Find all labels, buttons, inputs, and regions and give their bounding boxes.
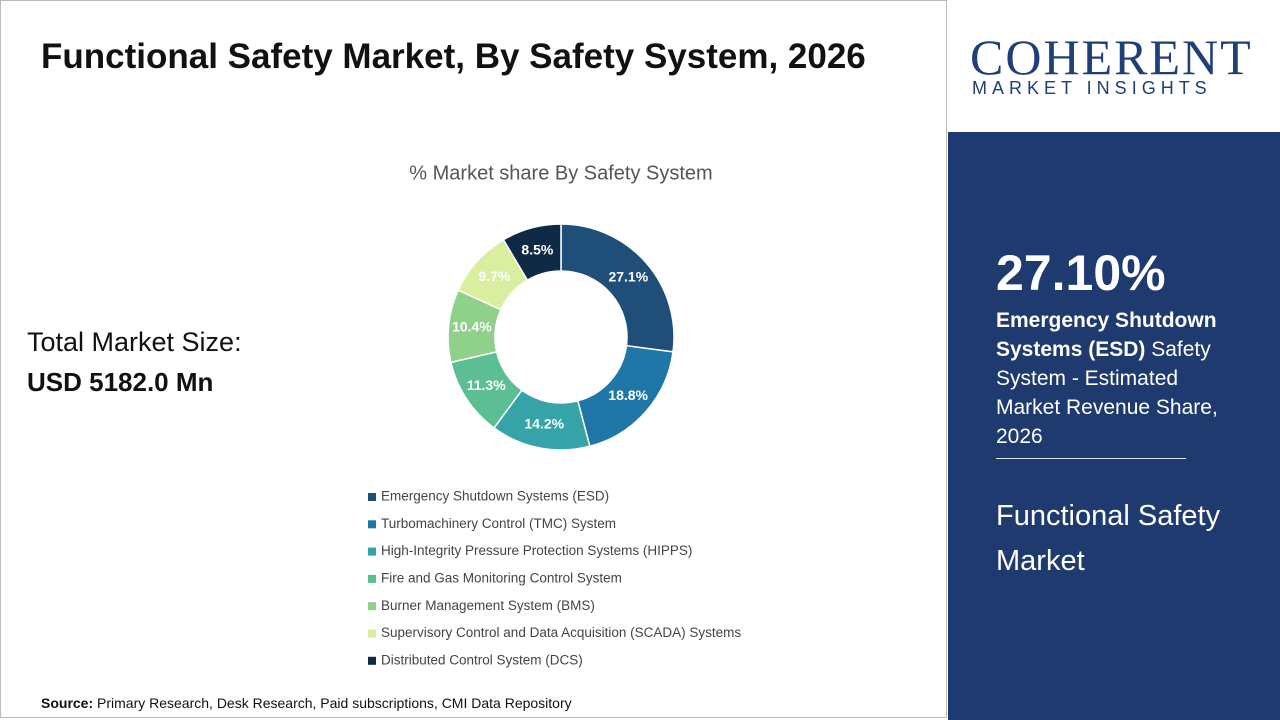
chart: % Market share By Safety System 27.1% 18.… [368,162,741,667]
data-label: 27.1% [608,269,648,285]
legend-label: Turbomachinery Control (TMC) System [381,516,616,531]
total-label: Total Market Size: [27,327,242,357]
total-value: USD 5182.0 Mn [27,367,214,397]
source: Source: Primary Research, Desk Research,… [41,695,572,711]
data-label: 11.3% [467,377,506,393]
data-label: 18.8% [608,387,648,403]
legend-label: Distributed Control System (DCS) [381,652,583,667]
legend-marker [368,547,376,556]
slice [560,223,675,353]
source-text: Primary Research, Desk Research, Paid su… [97,695,572,711]
legend-label: Supervisory Control and Data Acquisition… [381,625,741,640]
market-name: Functional Safety Market [996,500,1221,577]
page-title: Functional Safety Market, By Safety Syst… [41,37,866,76]
data-label: 8.5% [521,241,553,257]
data-label: 10.4% [452,319,492,335]
segment: Emergency Shutdown Systems (ESD) [996,309,1217,361]
divider [996,458,1186,459]
logo-name: COHERENT [970,29,1253,85]
logo-tagline: MARKET INSIGHTS [972,78,1212,98]
chart-title: % Market share By Safety System [409,162,712,184]
sidebar: 27.10% Emergency Shutdown Systems (ESD) … [948,132,1280,720]
legend-label: Fire and Gas Monitoring Control System [381,570,622,585]
legend-label: Emergency Shutdown Systems (ESD) [381,489,609,504]
legend-label: Burner Management System (BMS) [381,598,595,613]
legend-marker [368,656,376,665]
data-label: 9.7% [478,268,510,284]
legend-marker [368,629,376,638]
highlight: 27.10% [996,245,1166,301]
logo: COHERENT MARKET INSIGHTS [948,0,1280,132]
description: Emergency Shutdown Systems (ESD) Safety … [996,306,1236,451]
data-label: 14.2% [524,416,564,432]
description-text: Safety System - Estimated Market Revenue… [996,338,1218,448]
legend-marker [368,520,376,529]
legend-label: High-Integrity Pressure Protection Syste… [381,543,692,558]
main-panel: Functional Safety Market, By Safety Syst… [0,0,947,718]
source-label: Source: [41,695,94,711]
slice [502,223,562,282]
legend-marker [368,602,376,611]
legend-marker [368,574,376,583]
legend-marker [368,493,376,501]
